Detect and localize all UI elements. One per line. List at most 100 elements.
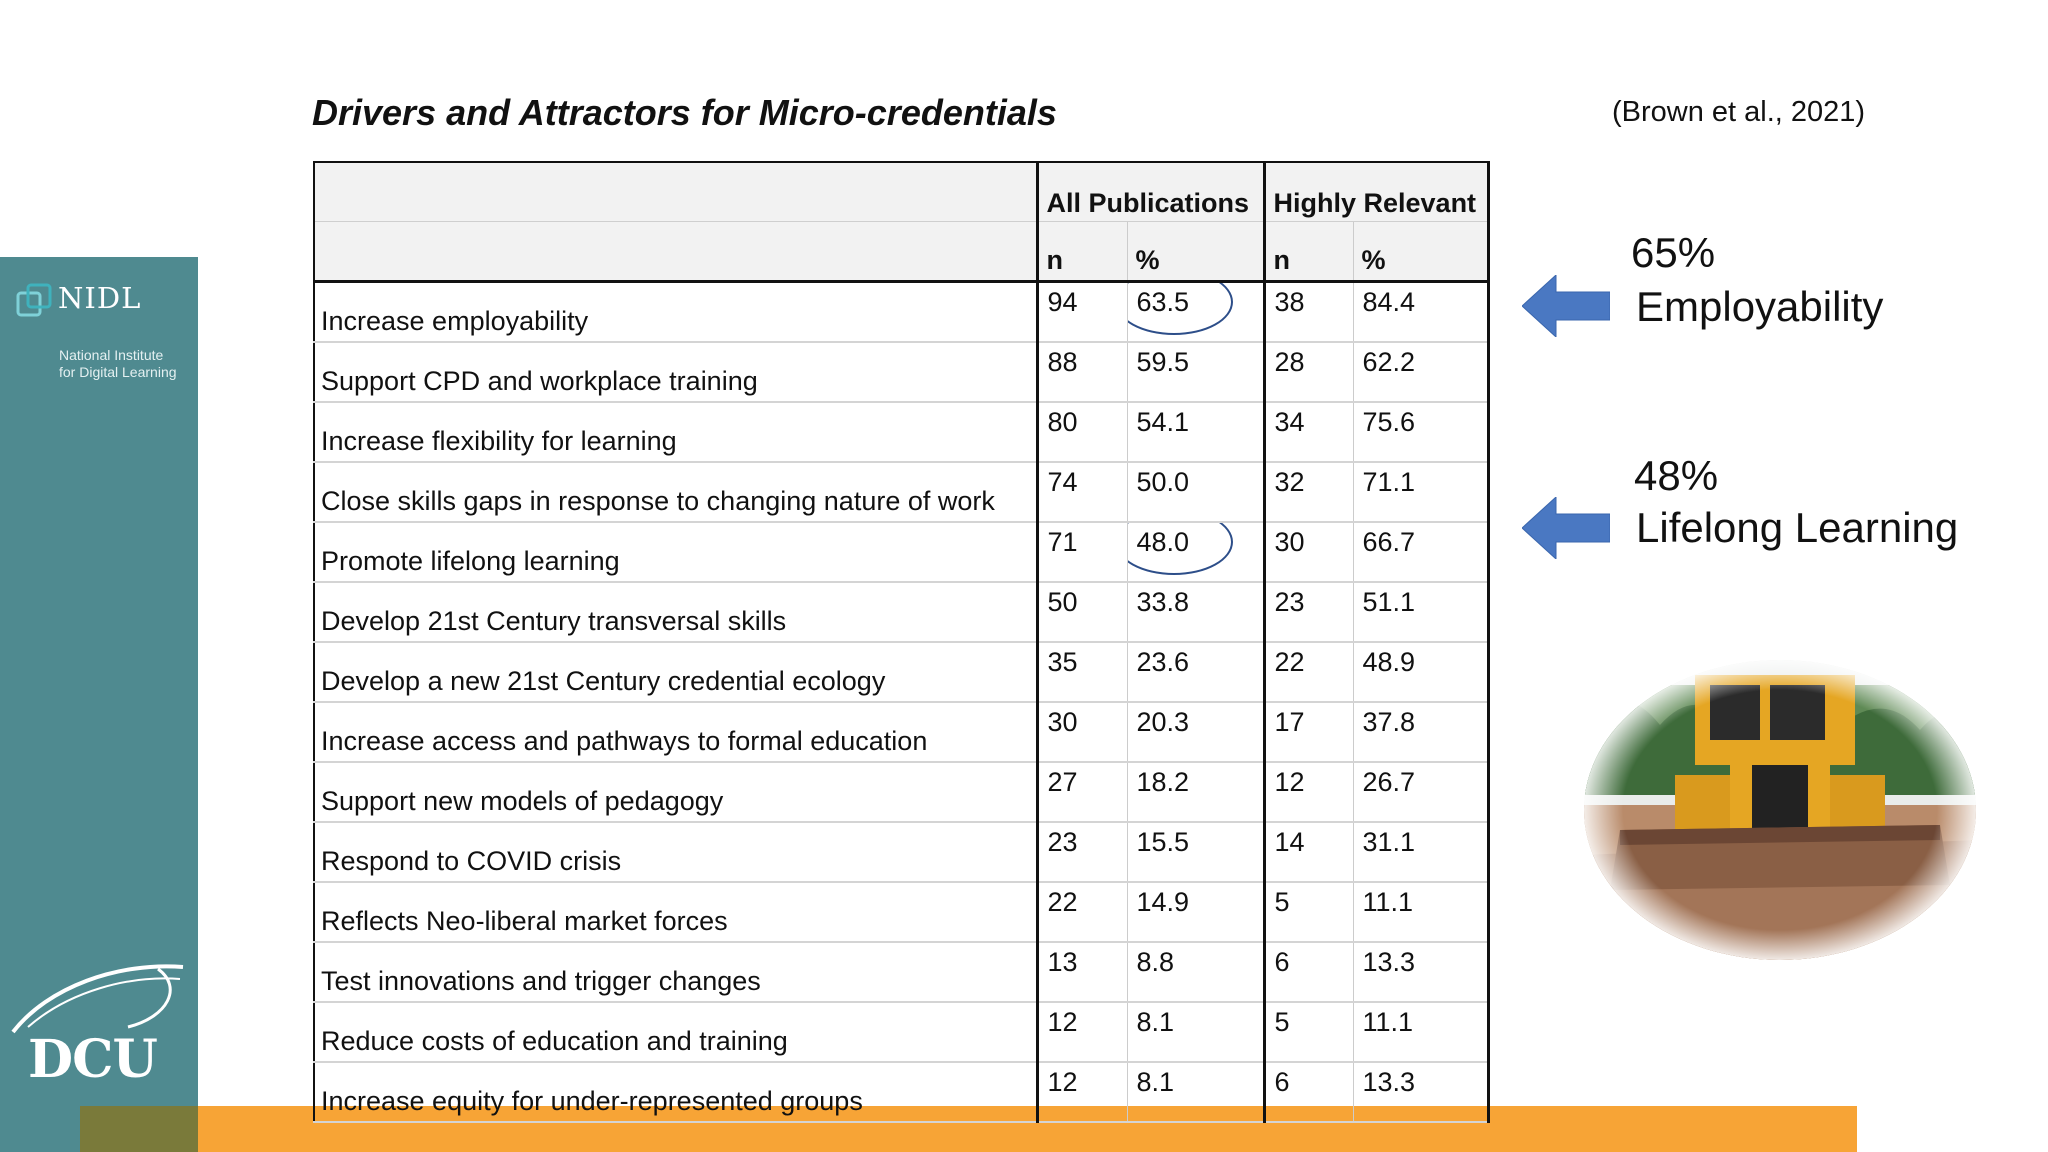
row-label: Respond to COVID crisis	[313, 822, 1037, 883]
table-row: Support new models of pedagogy 27 18.2 1…	[313, 762, 1490, 823]
row-label: Reduce costs of education and training	[313, 1002, 1037, 1063]
table-row: Increase equity for under-represented gr…	[313, 1062, 1490, 1123]
cell-hr-n: 32	[1262, 462, 1353, 523]
employability-percent: 65%	[1631, 229, 1716, 276]
drivers-table-container: All Publications Highly Relevant n % n %…	[313, 161, 1490, 1123]
cell-hr-pct: 62.2	[1352, 342, 1490, 403]
cell-all-n: 71	[1035, 522, 1127, 583]
cell-all-pct: 59.5	[1126, 342, 1264, 403]
drivers-table: All Publications Highly Relevant n % n %…	[313, 161, 1490, 1123]
table-row: Support CPD and workplace training 88 59…	[313, 342, 1490, 403]
nidl-logo-icon	[16, 283, 52, 317]
cell-all-n: 12	[1035, 1002, 1127, 1063]
cell-hr-n: 28	[1262, 342, 1353, 403]
cell-hr-n: 14	[1262, 822, 1353, 883]
row-label: Increase access and pathways to formal e…	[313, 702, 1037, 763]
subheader-all-pct: %	[1126, 221, 1264, 283]
table-row: Respond to COVID crisis 23 15.5 14 31.1	[313, 822, 1490, 883]
cell-hr-n: 5	[1262, 882, 1353, 943]
cell-all-pct: 50.0	[1126, 462, 1264, 523]
subheader-blank	[313, 221, 1037, 283]
table-row: Reduce costs of education and training 1…	[313, 1002, 1490, 1063]
cell-hr-pct: 75.6	[1352, 402, 1490, 463]
row-label: Develop 21st Century transversal skills	[313, 582, 1037, 643]
header-blank	[313, 161, 1037, 222]
cell-hr-n: 12	[1262, 762, 1353, 823]
row-label: Increase equity for under-represented gr…	[313, 1062, 1037, 1123]
arrow-left-icon	[1522, 497, 1610, 559]
cell-hr-pct: 48.9	[1352, 642, 1490, 703]
cell-all-n: 35	[1035, 642, 1127, 703]
cell-all-n: 94	[1035, 281, 1127, 343]
cell-hr-pct: 11.1	[1352, 882, 1490, 943]
header-highly-relevant: Highly Relevant	[1262, 161, 1490, 222]
row-label: Support new models of pedagogy	[313, 762, 1037, 823]
lifelong-learning-label: Lifelong Learning	[1636, 504, 1959, 551]
circled-value: 48.0	[1128, 522, 1233, 575]
table-row: Test innovations and trigger changes 13 …	[313, 942, 1490, 1003]
row-label: Close skills gaps in response to changin…	[313, 462, 1037, 523]
table-row: Develop a new 21st Century credential ec…	[313, 642, 1490, 703]
sidebar: NIDL National Institute for Digital Lear…	[0, 257, 198, 1152]
cell-hr-pct: 84.4	[1352, 281, 1490, 343]
cell-hr-pct: 13.3	[1352, 942, 1490, 1003]
table-group-header-row: All Publications Highly Relevant	[313, 161, 1490, 222]
highlight-circle	[1128, 281, 1233, 335]
cell-hr-n: 38	[1262, 281, 1353, 343]
cell-all-n: 23	[1035, 822, 1127, 883]
cell-all-n: 88	[1035, 342, 1127, 403]
cell-hr-pct: 51.1	[1352, 582, 1490, 643]
table-row: Reflects Neo-liberal market forces 22 14…	[313, 882, 1490, 943]
nidl-name: NIDL	[58, 281, 142, 315]
row-label: Develop a new 21st Century credential ec…	[313, 642, 1037, 703]
table-body: Increase employability 94 63.5 38 84.4 S…	[313, 281, 1490, 1123]
cell-all-pct: 14.9	[1126, 882, 1264, 943]
cell-all-n: 12	[1035, 1062, 1127, 1123]
cell-all-n: 50	[1035, 582, 1127, 643]
citation: (Brown et al., 2021)	[1612, 96, 1866, 128]
cell-hr-pct: 13.3	[1352, 1062, 1490, 1123]
row-label: Promote lifelong learning	[313, 522, 1037, 583]
dcu-swoosh-icon	[11, 964, 184, 1034]
circled-value: 63.5	[1128, 281, 1233, 335]
row-label: Increase employability	[313, 281, 1037, 343]
subheader-hr-pct: %	[1352, 221, 1490, 283]
cell-all-n: 27	[1035, 762, 1127, 823]
employability-label: Employability	[1636, 283, 1884, 330]
cell-hr-n: 17	[1262, 702, 1353, 763]
highlight-circle	[1128, 522, 1233, 575]
cell-hr-pct: 31.1	[1352, 822, 1490, 883]
cell-hr-n: 23	[1262, 582, 1353, 643]
nidl-subtitle-line1: National Institute	[59, 347, 164, 363]
table-row: Increase employability 94 63.5 38 84.4	[313, 281, 1490, 343]
table-row: Develop 21st Century transversal skills …	[313, 582, 1490, 643]
cell-hr-pct: 37.8	[1352, 702, 1490, 763]
cell-all-pct: 15.5	[1126, 822, 1264, 883]
subheader-all-n: n	[1035, 221, 1127, 283]
table-row: Increase access and pathways to formal e…	[313, 702, 1490, 763]
cell-all-pct: 48.0	[1126, 522, 1264, 583]
cell-all-n: 80	[1035, 402, 1127, 463]
cell-all-pct: 54.1	[1126, 402, 1264, 463]
cell-all-pct: 18.2	[1126, 762, 1264, 823]
table-sub-header-row: n % n %	[313, 221, 1490, 283]
row-label: Support CPD and workplace training	[313, 342, 1037, 403]
subheader-hr-n: n	[1262, 221, 1353, 283]
row-label: Increase flexibility for learning	[313, 402, 1037, 463]
cell-all-n: 13	[1035, 942, 1127, 1003]
cell-hr-n: 22	[1262, 642, 1353, 703]
dcu-logo-text: DCU	[28, 1029, 158, 1090]
nidl-subtitle-line2: for Digital Learning	[59, 364, 177, 380]
cell-all-pct: 8.1	[1126, 1062, 1264, 1123]
cell-all-pct: 8.1	[1126, 1002, 1264, 1063]
cell-hr-n: 30	[1262, 522, 1353, 583]
bottom-accent-bar-left	[80, 1106, 198, 1152]
cell-all-pct: 23.6	[1126, 642, 1264, 703]
slide-title: Drivers and Attractors for Micro-credent…	[312, 92, 1057, 133]
cell-all-pct: 33.8	[1126, 582, 1264, 643]
cell-hr-n: 34	[1262, 402, 1353, 463]
cell-hr-pct: 66.7	[1352, 522, 1490, 583]
row-label: Reflects Neo-liberal market forces	[313, 882, 1037, 943]
cell-hr-pct: 11.1	[1352, 1002, 1490, 1063]
lifelong-learning-percent: 48%	[1634, 452, 1719, 499]
